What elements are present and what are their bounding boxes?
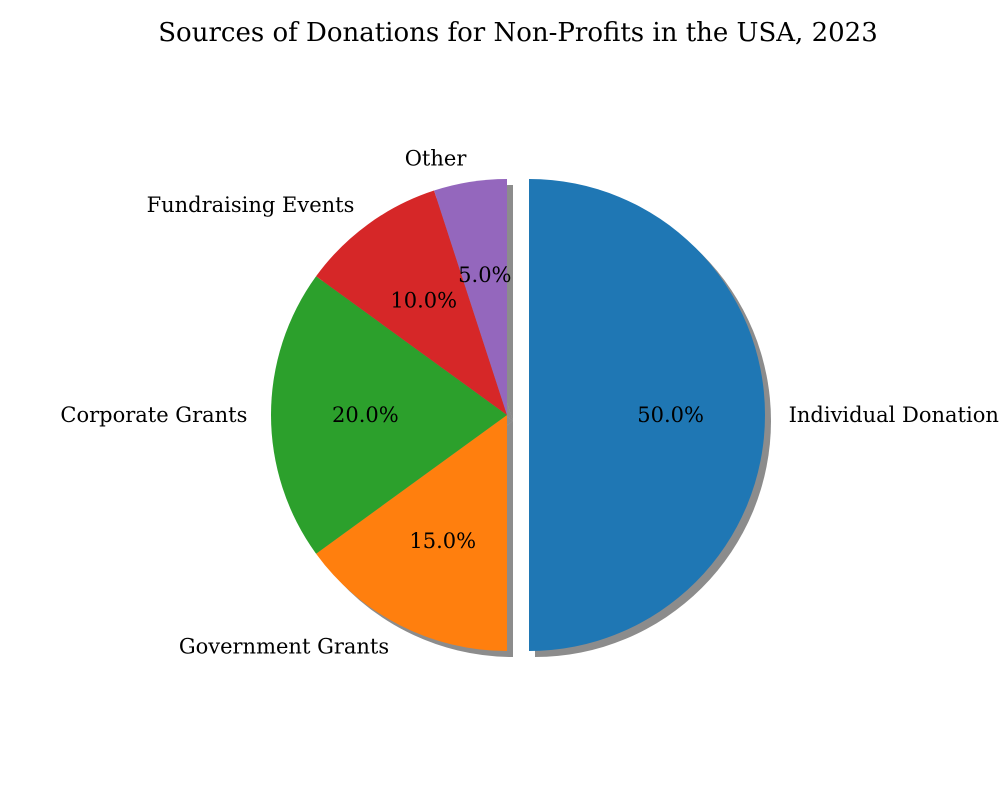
slice-pct-individual-donations: 50.0% xyxy=(637,403,704,427)
chart-title: Sources of Donations for Non-Profits in … xyxy=(158,18,878,48)
slice-label-fundraising-events: Fundraising Events xyxy=(147,193,355,217)
pie-slices xyxy=(271,179,765,651)
slice-corporate-grants xyxy=(271,276,507,554)
slice-label-corporate-grants: Corporate Grants xyxy=(60,403,247,427)
slice-other xyxy=(434,179,507,415)
slice-fundraising-events xyxy=(316,190,507,415)
slice-pct-other: 5.0% xyxy=(458,263,511,287)
slice-pct-government-grants: 15.0% xyxy=(409,529,476,553)
slice-government-grants xyxy=(316,415,507,651)
slice-individual-donations xyxy=(529,179,765,651)
slice-label-other: Other xyxy=(405,147,468,171)
slice-pct-corporate-grants: 20.0% xyxy=(332,403,399,427)
slice-pct-fundraising-events: 10.0% xyxy=(390,288,457,312)
slice-labels: Individual Donations 50.0% Government Gran… xyxy=(60,147,1000,659)
slice-label-individual-donations: Individual Donations xyxy=(789,403,1000,427)
slice-label-government-grants: Government Grants xyxy=(179,634,389,658)
